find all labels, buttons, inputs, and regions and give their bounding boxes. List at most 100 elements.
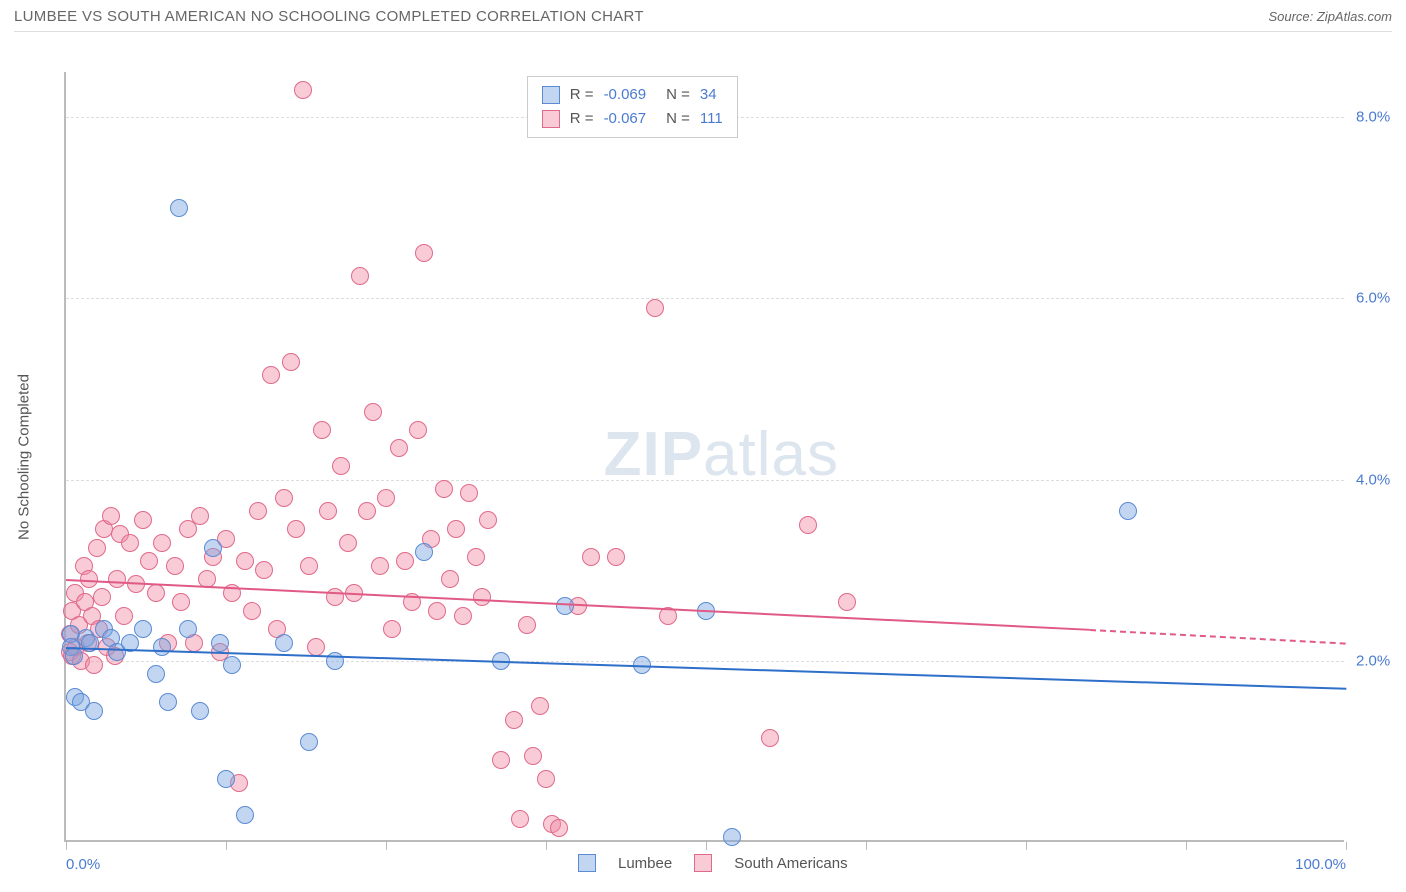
scatter-point-lumbee [723,828,741,846]
x-tick-mark [226,842,227,850]
gridline [66,298,1344,299]
scatter-point-south [102,507,120,525]
r-value: -0.069 [604,83,647,107]
scatter-point-south [364,403,382,421]
scatter-point-south [332,457,350,475]
legend-swatch-south [694,854,712,872]
legend-label-south: South Americans [734,855,847,872]
x-tick-label: 0.0% [66,856,100,873]
n-value: 34 [700,83,717,107]
scatter-point-south [467,548,485,566]
scatter-point-south [518,616,536,634]
scatter-point-south [377,489,395,507]
y-tick-label: 8.0% [1356,109,1390,126]
y-tick-label: 4.0% [1356,471,1390,488]
scatter-point-south [153,534,171,552]
scatter-point-lumbee [191,702,209,720]
scatter-point-south [383,620,401,638]
r-value: -0.067 [604,107,647,131]
y-tick-label: 2.0% [1356,652,1390,669]
scatter-point-south [243,602,261,620]
scatter-point-south [447,520,465,538]
chart-header: LUMBEE VS SOUTH AMERICAN NO SCHOOLING CO… [0,0,1406,31]
scatter-point-lumbee [415,543,433,561]
r-label: R = [570,107,594,131]
x-tick-label: 100.0% [1295,856,1346,873]
scatter-point-south [473,588,491,606]
scatter-point-lumbee [204,539,222,557]
plot-area: 2.0%4.0%6.0%8.0%0.0%100.0%ZIPatlasR =-0.… [64,72,1344,842]
scatter-point-south [140,552,158,570]
scatter-point-south [492,751,510,769]
scatter-point-lumbee [300,733,318,751]
scatter-point-lumbee [170,199,188,217]
trend-line [66,647,1346,690]
scatter-point-south [607,548,625,566]
scatter-point-lumbee [275,634,293,652]
scatter-point-south [505,711,523,729]
scatter-point-south [147,584,165,602]
scatter-point-south [121,534,139,552]
y-axis-title: No Schooling Completed [16,374,33,540]
scatter-point-south [294,81,312,99]
x-tick-mark [866,842,867,850]
scatter-point-lumbee [211,634,229,652]
scatter-point-south [582,548,600,566]
chart-title: LUMBEE VS SOUTH AMERICAN NO SCHOOLING CO… [14,8,644,25]
scatter-point-south [761,729,779,747]
legend-swatch [542,110,560,128]
series-legend: LumbeeSouth Americans [578,854,848,872]
scatter-point-south [390,439,408,457]
x-tick-mark [386,842,387,850]
scatter-point-south [351,267,369,285]
scatter-point-south [460,484,478,502]
scatter-point-south [428,602,446,620]
stats-row: R = -0.067 N = 111 [542,107,723,131]
scatter-point-south [307,638,325,656]
scatter-point-south [524,747,542,765]
scatter-point-lumbee [134,620,152,638]
scatter-point-south [415,244,433,262]
scatter-point-lumbee [153,638,171,656]
scatter-point-south [179,520,197,538]
scatter-point-south [479,511,497,529]
scatter-point-south [396,552,414,570]
scatter-point-south [409,421,427,439]
scatter-point-south [88,539,106,557]
scatter-point-lumbee [1119,502,1137,520]
scatter-point-south [371,557,389,575]
scatter-point-south [838,593,856,611]
legend-swatch [542,86,560,104]
scatter-point-lumbee [217,770,235,788]
scatter-point-south [287,520,305,538]
x-tick-mark [546,842,547,850]
scatter-point-south [511,810,529,828]
scatter-point-lumbee [223,656,241,674]
scatter-point-south [313,421,331,439]
stats-row: R =-0.069N =34 [542,83,723,107]
x-tick-mark [706,842,707,850]
chart-area: 2.0%4.0%6.0%8.0%0.0%100.0%ZIPatlasR =-0.… [14,32,1392,892]
scatter-point-south [531,697,549,715]
n-label: N = [666,107,690,131]
scatter-point-south [454,607,472,625]
scatter-point-south [115,607,133,625]
scatter-point-south [191,507,209,525]
scatter-point-south [93,588,111,606]
scatter-point-south [799,516,817,534]
scatter-point-south [435,480,453,498]
x-tick-mark [66,842,67,850]
scatter-point-south [85,656,103,674]
y-tick-label: 6.0% [1356,290,1390,307]
n-value: 111 [700,107,723,131]
scatter-point-south [262,366,280,384]
x-tick-mark [1026,842,1027,850]
source-label: Source: ZipAtlas.com [1268,9,1392,24]
scatter-point-south [537,770,555,788]
scatter-point-south [255,561,273,579]
legend-swatch-lumbee [578,854,596,872]
scatter-point-south [339,534,357,552]
scatter-point-lumbee [159,693,177,711]
scatter-point-south [282,353,300,371]
scatter-point-south [108,570,126,588]
